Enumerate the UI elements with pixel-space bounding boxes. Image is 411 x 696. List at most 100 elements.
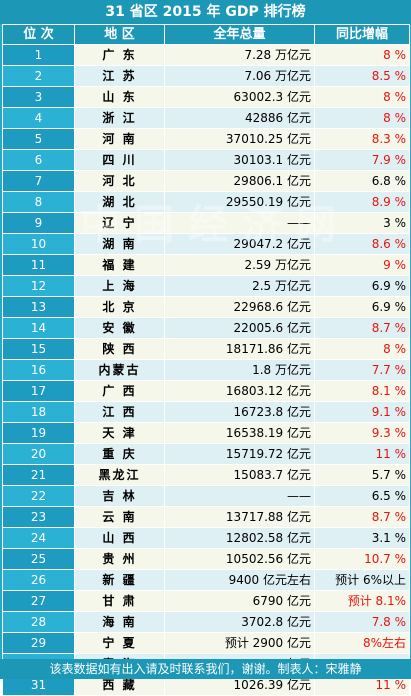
- table-header-row: 位 次 地 区 全年总量 同比增幅: [2, 24, 410, 45]
- header-province: 地 区: [74, 24, 165, 45]
- gdp-cell: 9400 亿元左右: [164, 569, 315, 591]
- growth-cell: 9.3 %: [314, 422, 410, 444]
- gdp-cell: 29806.1 亿元: [164, 170, 315, 192]
- gdp-cell: 15083.7 亿元: [164, 464, 315, 486]
- gdp-cell: 13717.88 亿元: [164, 506, 315, 528]
- table-row: 29 宁 夏预计 2900 亿元 8%左右: [2, 632, 410, 654]
- growth-cell: 预计 8.1%: [314, 590, 410, 612]
- rank-cell: 23: [2, 506, 75, 528]
- table-row: 16 内蒙古 1.8 万亿元 7.7 %: [2, 359, 410, 381]
- growth-cell: 8.7 %: [314, 317, 410, 339]
- province-cell: 吉 林: [74, 485, 165, 507]
- province-cell: 浙 江: [74, 107, 165, 129]
- gdp-cell: 42886 亿元: [164, 107, 315, 129]
- growth-cell: 8.6 %: [314, 233, 410, 255]
- province-cell: 山 东: [74, 86, 165, 108]
- rank-cell: 27: [2, 590, 75, 612]
- growth-cell: 10.7 %: [314, 548, 410, 570]
- province-cell: 广 西: [74, 380, 165, 402]
- province-cell: 四 川: [74, 149, 165, 171]
- header-growth: 同比增幅: [314, 24, 410, 45]
- rank-cell: 12: [2, 275, 75, 297]
- rank-cell: 7: [2, 170, 75, 192]
- province-cell: 湖 北: [74, 191, 165, 213]
- rank-cell: 16: [2, 359, 75, 381]
- table-row: 26 新 疆 9400 亿元左右 预计 6%以上: [2, 569, 410, 591]
- table-row: 21 黑龙江 15083.7 亿元 5.7 %: [2, 464, 410, 486]
- rank-cell: 8: [2, 191, 75, 213]
- province-cell: 北 京: [74, 296, 165, 318]
- province-cell: 甘 肃: [74, 590, 165, 612]
- province-cell: 黑龙江: [74, 464, 165, 486]
- growth-cell: 3 %: [314, 212, 410, 234]
- province-cell: 云 南: [74, 506, 165, 528]
- province-cell: 辽 宁: [74, 212, 165, 234]
- gdp-cell: 2.5 万亿元: [164, 275, 315, 297]
- province-cell: 山 西: [74, 527, 165, 549]
- table-row: 27 甘 肃 6790 亿元 预计 8.1%: [2, 590, 410, 612]
- page-title: 31 省区 2015 年 GDP 排行榜: [0, 0, 411, 24]
- province-cell: 江 苏: [74, 65, 165, 87]
- table-row: 17 广 西 16803.12 亿元 8.1 %: [2, 380, 410, 402]
- rank-cell: 6: [2, 149, 75, 171]
- province-cell: 福 建: [74, 254, 165, 276]
- growth-cell: 6.5 %: [314, 485, 410, 507]
- growth-cell: 8 %: [314, 107, 410, 129]
- table-row: 15 陕 西 18171.86 亿元 8 %: [2, 338, 410, 360]
- gdp-cell: 10502.56 亿元: [164, 548, 315, 570]
- rank-cell: 17: [2, 380, 75, 402]
- gdp-cell: 22005.6 亿元: [164, 317, 315, 339]
- province-cell: 海 南: [74, 611, 165, 633]
- rank-cell: 10: [2, 233, 75, 255]
- growth-cell: 6.9 %: [314, 275, 410, 297]
- gdp-cell: 1.8 万亿元: [164, 359, 315, 381]
- rank-cell: 14: [2, 317, 75, 339]
- table-row: 10 湖 南 29047.2 亿元 8.6 %: [2, 233, 410, 255]
- province-cell: 河 北: [74, 170, 165, 192]
- rank-cell: 13: [2, 296, 75, 318]
- province-cell: 内蒙古: [74, 359, 165, 381]
- table-row: 11 福 建 2.59 万亿元 9 %: [2, 254, 410, 276]
- growth-cell: 8.9 %: [314, 191, 410, 213]
- province-cell: 上 海: [74, 275, 165, 297]
- gdp-cell: 预计 2900 亿元: [164, 632, 315, 654]
- gdp-cell: 7.28 万亿元: [164, 44, 315, 66]
- growth-cell: 7.9 %: [314, 149, 410, 171]
- gdp-cell: 37010.25 亿元: [164, 128, 315, 150]
- growth-cell: 7.8 %: [314, 611, 410, 633]
- gdp-cell: 16538.19 亿元: [164, 422, 315, 444]
- province-cell: 江 西: [74, 401, 165, 423]
- table-row: 13 北 京 22968.6 亿元 6.9 %: [2, 296, 410, 318]
- rank-cell: 2: [2, 65, 75, 87]
- rank-cell: 5: [2, 128, 75, 150]
- province-cell: 天 津: [74, 422, 165, 444]
- growth-cell: 7.7 %: [314, 359, 410, 381]
- growth-cell: 8.3 %: [314, 128, 410, 150]
- province-cell: 湖 南: [74, 233, 165, 255]
- rank-cell: 9: [2, 212, 75, 234]
- growth-cell: 8.7 %: [314, 506, 410, 528]
- rank-cell: 22: [2, 485, 75, 507]
- rank-cell: 11: [2, 254, 75, 276]
- rank-cell: 18: [2, 401, 75, 423]
- rank-cell: 20: [2, 443, 75, 465]
- table-row: 14 安 徽 22005.6 亿元 8.7 %: [2, 317, 410, 339]
- table-row: 28 海 南 3702.8 亿元 7.8 %: [2, 611, 410, 633]
- growth-cell: 9.1 %: [314, 401, 410, 423]
- table-row: 19 天 津 16538.19 亿元 9.3 %: [2, 422, 410, 444]
- rank-cell: 21: [2, 464, 75, 486]
- growth-cell: 6.8 %: [314, 170, 410, 192]
- growth-cell: 11 %: [314, 443, 410, 465]
- province-cell: 重 庆: [74, 443, 165, 465]
- province-cell: 新 疆: [74, 569, 165, 591]
- growth-cell: 8.1 %: [314, 380, 410, 402]
- gdp-cell: 63002.3 亿元: [164, 86, 315, 108]
- table-row: 22 吉 林 —— 6.5 %: [2, 485, 410, 507]
